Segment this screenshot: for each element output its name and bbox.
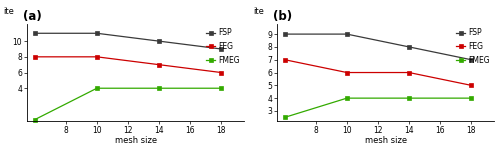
FEG (406, 72, 412, 73)
Text: ite: ite (3, 7, 14, 16)
FMEG (156, 87, 162, 89)
FSP (406, 46, 412, 48)
FMEG (344, 97, 350, 99)
FEG (94, 56, 100, 58)
Text: (a): (a) (22, 10, 42, 23)
Line: FMEG: FMEG (33, 87, 223, 121)
FSP (282, 33, 288, 35)
Legend: FSP, FEG, FMEG: FSP, FEG, FMEG (203, 25, 243, 68)
FMEG (32, 119, 38, 120)
FSP (344, 33, 350, 35)
FEG (344, 72, 350, 73)
Line: FSP: FSP (283, 32, 473, 61)
Line: FEG: FEG (33, 55, 223, 74)
FSP (94, 32, 100, 34)
Legend: FSP, FEG, FMEG: FSP, FEG, FMEG (453, 25, 493, 68)
Line: FMEG: FMEG (283, 96, 473, 119)
FEG (468, 84, 474, 86)
FMEG (94, 87, 100, 89)
FMEG (218, 87, 224, 89)
FEG (218, 72, 224, 73)
Text: ite: ite (253, 7, 264, 16)
X-axis label: mesh size: mesh size (364, 137, 407, 145)
FSP (32, 32, 38, 34)
FMEG (468, 97, 474, 99)
Line: FEG: FEG (283, 58, 473, 87)
FEG (32, 56, 38, 58)
FMEG (406, 97, 412, 99)
Line: FSP: FSP (33, 32, 223, 51)
FMEG (282, 116, 288, 118)
FEG (282, 59, 288, 61)
FSP (156, 40, 162, 42)
FSP (218, 48, 224, 50)
Text: (b): (b) (272, 10, 292, 23)
FEG (156, 64, 162, 66)
X-axis label: mesh size: mesh size (114, 137, 157, 145)
FSP (468, 59, 474, 61)
